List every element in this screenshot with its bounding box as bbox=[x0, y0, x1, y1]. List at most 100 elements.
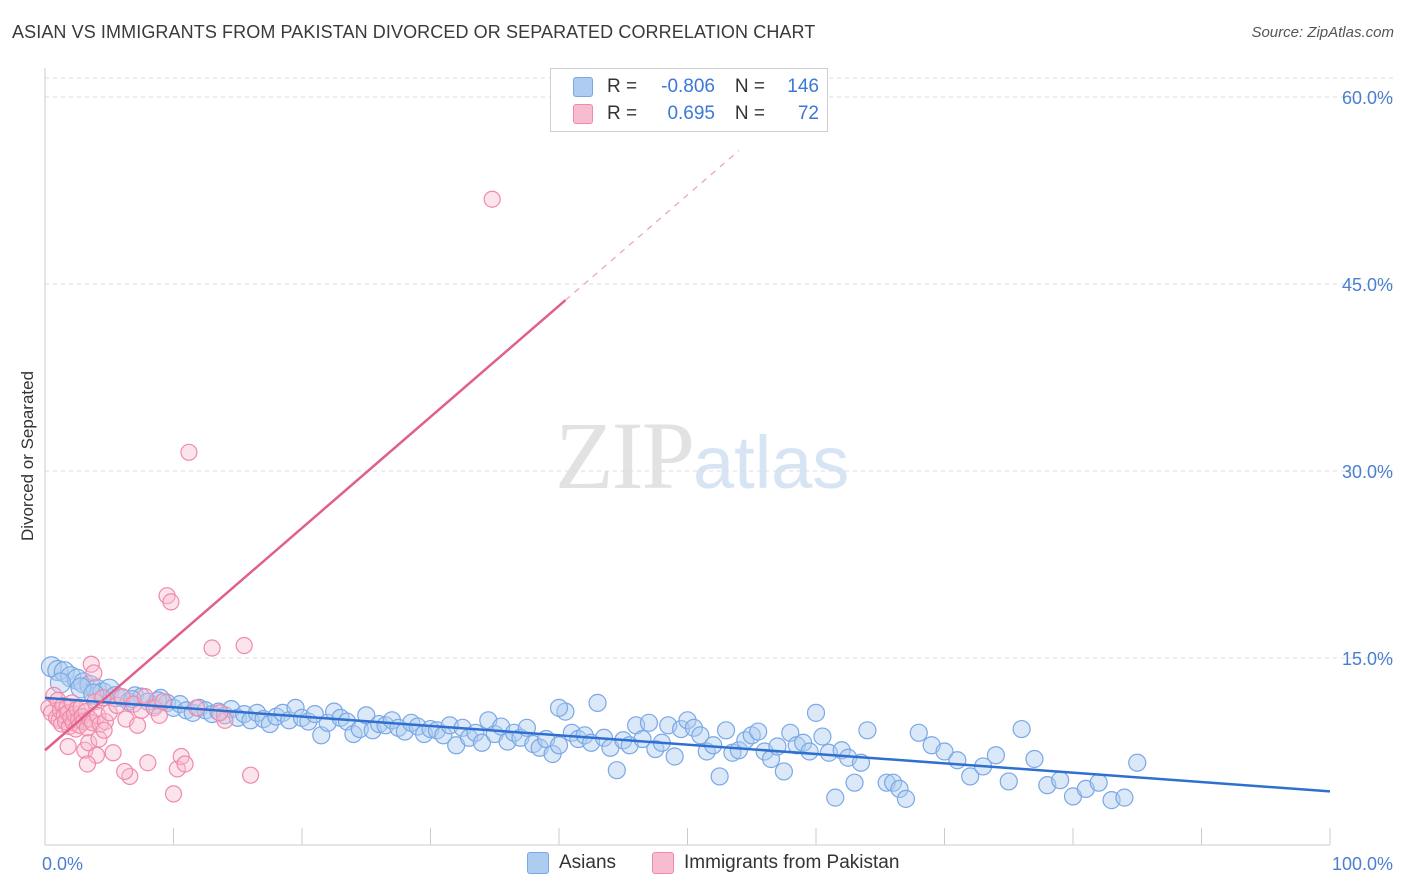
y-tick-label: 45.0% bbox=[1342, 275, 1393, 295]
asians-point bbox=[639, 713, 659, 732]
asians-point bbox=[961, 767, 980, 786]
asians-point bbox=[47, 659, 69, 682]
legend-row-asians: R = -0.806 N = 146 bbox=[573, 75, 819, 99]
asians-point bbox=[633, 729, 652, 749]
asians-point bbox=[896, 789, 916, 808]
pakistan-point bbox=[95, 721, 113, 739]
asians-point bbox=[1025, 749, 1044, 769]
asians-point bbox=[549, 698, 569, 717]
asians-point bbox=[40, 656, 63, 678]
pakistan-point bbox=[121, 767, 139, 786]
asians-point bbox=[890, 779, 909, 799]
asians-point bbox=[684, 718, 704, 737]
asians-point bbox=[665, 747, 684, 766]
asians-point bbox=[716, 721, 736, 740]
asians-point bbox=[1128, 753, 1147, 772]
pakistan-point bbox=[90, 730, 108, 748]
x-tick-label: 100.0% bbox=[1332, 854, 1393, 874]
asians-point bbox=[549, 736, 569, 755]
legend-item-pakistan: Immigrants from Pakistan bbox=[652, 852, 899, 874]
asians-point bbox=[858, 721, 877, 740]
pakistan-point bbox=[162, 593, 180, 611]
asians-point bbox=[588, 693, 607, 712]
tick-labels: 15.0% 30.0% 45.0% 60.0% 0.0% 100.0% bbox=[42, 88, 1393, 874]
y-axis-label: Divorced or Separated bbox=[18, 371, 37, 541]
pakistan-point bbox=[80, 734, 98, 752]
legend-r-label: R = bbox=[607, 103, 638, 124]
pakistan-point bbox=[85, 664, 103, 682]
pakistan-point bbox=[108, 696, 126, 714]
legend-n-value: 146 bbox=[787, 76, 819, 97]
asians-point bbox=[70, 677, 92, 699]
legend-r-value: -0.806 bbox=[661, 76, 715, 97]
legend-label-pakistan: Immigrants from Pakistan bbox=[684, 852, 900, 873]
pakistan-point bbox=[78, 755, 97, 773]
asians-point bbox=[1115, 788, 1134, 807]
pakistan-point bbox=[235, 636, 253, 655]
pakistan-point bbox=[203, 639, 221, 657]
asians-point bbox=[999, 772, 1018, 791]
asians-point bbox=[1051, 771, 1070, 790]
asians-point bbox=[260, 714, 279, 734]
asians-trend-line bbox=[44, 696, 1331, 793]
legend-swatch-asians bbox=[573, 77, 593, 97]
legend-label-asians: Asians bbox=[559, 852, 617, 873]
pakistan-point bbox=[128, 716, 147, 734]
asians-point bbox=[845, 773, 864, 792]
pakistan-point bbox=[211, 704, 229, 722]
trend-lines bbox=[44, 150, 1331, 793]
asians-point bbox=[948, 751, 967, 770]
asians-point bbox=[678, 711, 697, 730]
asians-point bbox=[691, 726, 710, 745]
pakistan-trend-extension bbox=[565, 150, 740, 301]
source-label: Source: ZipAtlas.com bbox=[1251, 24, 1394, 41]
legend-item-asians: Asians bbox=[527, 852, 616, 874]
pakistan-point bbox=[116, 762, 134, 781]
pakistan-trend-line bbox=[44, 299, 567, 752]
legend-row-pakistan: R = 0.695 N = 72 bbox=[573, 102, 819, 126]
pakistan-point bbox=[483, 190, 501, 208]
legend-n-label: N = bbox=[734, 76, 765, 97]
chart-title: ASIAN VS IMMIGRANTS FROM PAKISTAN DIVORC… bbox=[12, 22, 816, 42]
legend-r-label: R = bbox=[607, 76, 638, 97]
pakistan-point bbox=[180, 443, 198, 461]
asians-point bbox=[806, 703, 826, 722]
asians-point bbox=[774, 762, 793, 781]
y-tick-label: 15.0% bbox=[1342, 649, 1393, 669]
asians-point bbox=[710, 767, 729, 786]
pakistan-point bbox=[176, 755, 194, 773]
legend-swatch-pakistan bbox=[652, 852, 675, 874]
pakistan-point bbox=[96, 712, 114, 731]
asians-point bbox=[357, 706, 376, 725]
asians-point bbox=[607, 761, 626, 780]
legend-swatch-asians bbox=[527, 852, 549, 874]
asians-point bbox=[826, 788, 845, 807]
asians-point bbox=[909, 723, 928, 742]
asians-point bbox=[986, 746, 1006, 765]
watermark-atlas: atlas bbox=[693, 421, 850, 504]
asians-point bbox=[1089, 773, 1108, 792]
grid-lines bbox=[45, 77, 1395, 659]
watermark: ZIPatlas bbox=[555, 400, 849, 511]
y-tick-label: 30.0% bbox=[1342, 462, 1393, 482]
series-legend: Asians Immigrants from Pakistan bbox=[527, 852, 935, 874]
pakistan-point bbox=[164, 785, 183, 803]
asians-point bbox=[749, 722, 768, 741]
asians-points bbox=[40, 656, 1147, 810]
pakistan-point bbox=[104, 744, 122, 762]
asians-point bbox=[472, 733, 491, 752]
legend-n-label: N = bbox=[734, 103, 765, 124]
asians-point bbox=[813, 727, 832, 746]
asians-point bbox=[935, 742, 954, 761]
legend-swatch-pakistan bbox=[573, 104, 593, 124]
pakistan-point bbox=[139, 754, 157, 772]
pakistan-point bbox=[59, 737, 77, 756]
x-tick-label: 0.0% bbox=[42, 854, 83, 874]
correlation-legend: R = -0.806 N = 146 R = 0.695 N = 72 bbox=[550, 68, 828, 132]
asians-point bbox=[800, 742, 819, 761]
legend-r-value: 0.695 bbox=[667, 103, 715, 124]
watermark-zip: ZIP bbox=[555, 402, 695, 509]
legend-n-value: 72 bbox=[797, 103, 819, 124]
pakistan-point bbox=[242, 766, 260, 784]
